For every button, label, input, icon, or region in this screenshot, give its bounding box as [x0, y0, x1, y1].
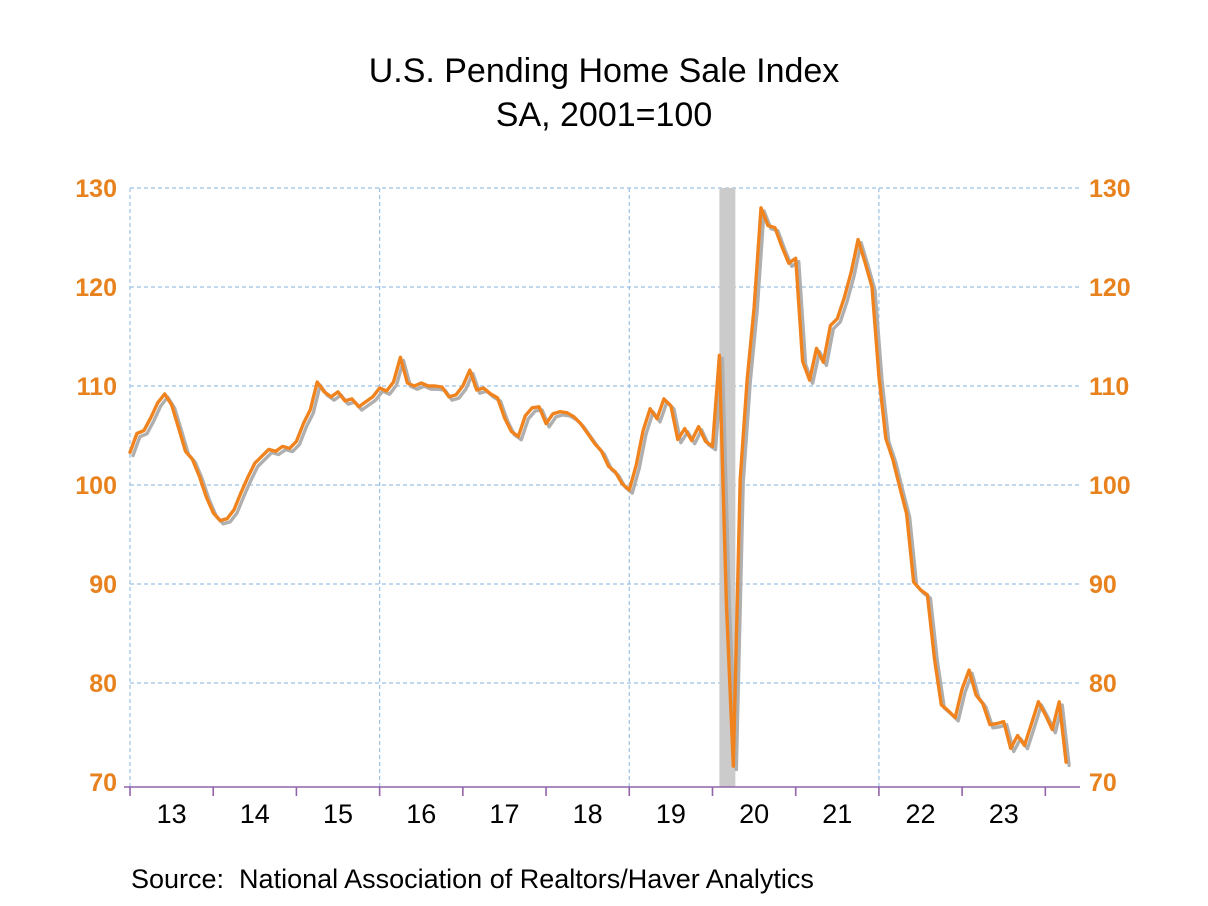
y-axis-tick-label-left: 90: [89, 571, 117, 599]
x-axis-tick-label-18: 18: [573, 799, 603, 829]
y-axis-tick-label-left: 120: [75, 274, 117, 302]
y-axis-tick-label-right: 120: [1089, 274, 1131, 302]
y-axis-tick-label-left: 80: [89, 670, 117, 698]
line-shadow: [131, 209, 1071, 772]
x-axis-tick-label-21: 21: [822, 799, 852, 829]
x-axis-tick-label-13: 13: [157, 799, 187, 829]
pending-home-sales-line: [128, 206, 1068, 768]
y-axis-tick-label-right: 70: [1089, 769, 1117, 797]
y-axis-tick-label-right: 90: [1089, 571, 1117, 599]
x-axis-tick-label-16: 16: [406, 799, 436, 829]
x-axis-tick-label-23: 23: [989, 799, 1019, 829]
chart-title: U.S. Pending Home Sale Index: [368, 52, 840, 90]
y-axis-tick-label-right: 80: [1089, 670, 1117, 698]
y-axis-tick-label-left: 100: [75, 472, 117, 500]
x-axis-tick-label-20: 20: [739, 799, 769, 829]
x-axis-tick-label-22: 22: [905, 799, 935, 829]
y-axis-tick-label-right: 100: [1089, 472, 1131, 500]
y-axis-tick-label-right: 110: [1089, 373, 1129, 401]
x-axis-tick-label-17: 17: [489, 799, 519, 829]
y-axis-tick-label-left: 70: [89, 769, 117, 797]
x-axis-tick-label-14: 14: [240, 799, 270, 829]
y-axis-tick-label-right: 130: [1089, 175, 1131, 203]
chart-subtitle: SA, 2001=100: [495, 95, 713, 134]
y-axis-tick-label-left: 130: [75, 175, 117, 203]
x-axis-tick-label-19: 19: [656, 799, 686, 829]
y-axis-tick-label-left: 110: [77, 373, 117, 401]
x-axis-tick-label-15: 15: [323, 799, 353, 829]
chart-title-block: U.S. Pending Home Sale Index SA, 2001=10…: [0, 50, 1208, 137]
source-note: Source: National Association of Realtors…: [131, 864, 814, 894]
